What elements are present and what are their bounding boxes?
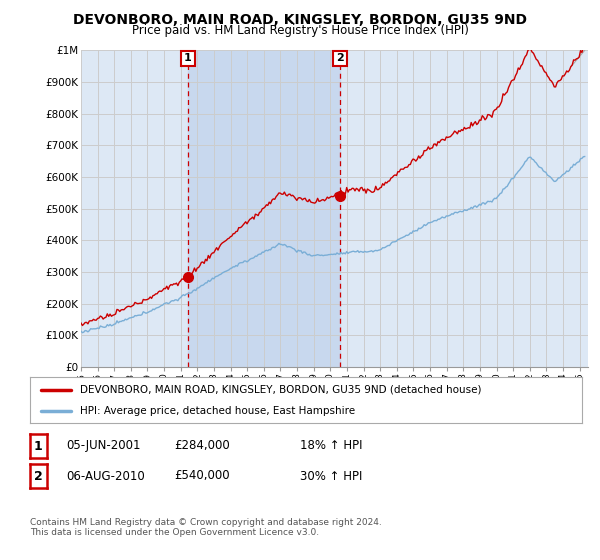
- Text: £540,000: £540,000: [174, 469, 230, 483]
- Text: 2: 2: [336, 53, 344, 63]
- Text: 18% ↑ HPI: 18% ↑ HPI: [300, 439, 362, 452]
- Text: 30% ↑ HPI: 30% ↑ HPI: [300, 469, 362, 483]
- Text: Price paid vs. HM Land Registry's House Price Index (HPI): Price paid vs. HM Land Registry's House …: [131, 24, 469, 37]
- Text: HPI: Average price, detached house, East Hampshire: HPI: Average price, detached house, East…: [80, 407, 355, 416]
- Text: 1: 1: [184, 53, 192, 63]
- Text: £284,000: £284,000: [174, 439, 230, 452]
- Bar: [188, 50, 340, 367]
- Text: 05-JUN-2001: 05-JUN-2001: [66, 439, 140, 452]
- Text: DEVONBORO, MAIN ROAD, KINGSLEY, BORDON, GU35 9ND (detached house): DEVONBORO, MAIN ROAD, KINGSLEY, BORDON, …: [80, 385, 481, 395]
- Text: 06-AUG-2010: 06-AUG-2010: [66, 469, 145, 483]
- Text: 2: 2: [34, 470, 43, 483]
- Text: DEVONBORO, MAIN ROAD, KINGSLEY, BORDON, GU35 9ND: DEVONBORO, MAIN ROAD, KINGSLEY, BORDON, …: [73, 13, 527, 27]
- Text: Contains HM Land Registry data © Crown copyright and database right 2024.
This d: Contains HM Land Registry data © Crown c…: [30, 518, 382, 538]
- Text: 1: 1: [34, 440, 43, 452]
